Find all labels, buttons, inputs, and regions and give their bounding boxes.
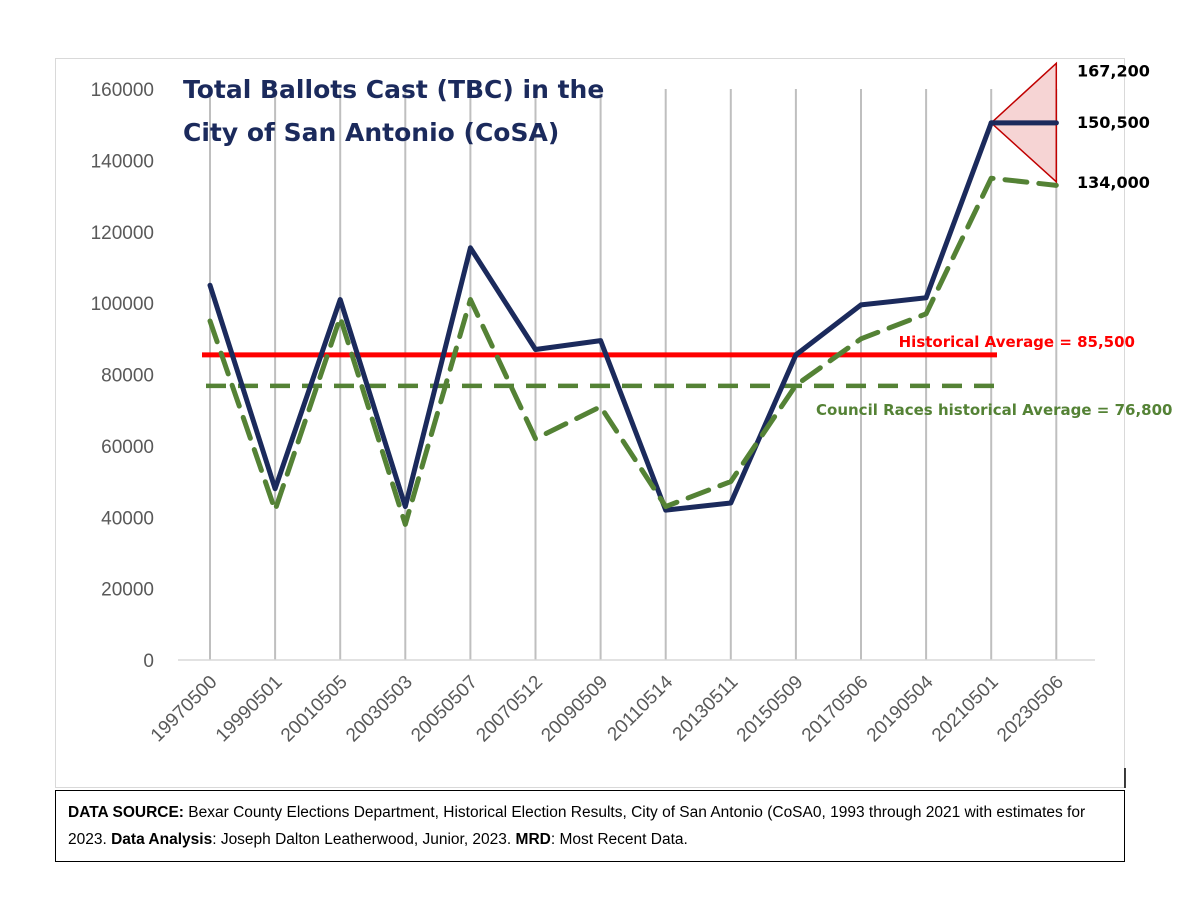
x-tick-label: 19970500: [147, 672, 222, 747]
x-tick-label: 20170506: [798, 672, 873, 747]
reference-lines-layer: [202, 352, 997, 389]
council-races-line: [207, 175, 1059, 527]
chart-frame: [55, 58, 1125, 788]
x-tick-label: 19990501: [212, 672, 287, 747]
y-tick-label: 140000: [91, 151, 154, 172]
x-tick-label: 20010505: [277, 672, 352, 747]
source-note: DATA SOURCE: Bexar County Elections Depa…: [55, 790, 1125, 862]
x-tick-label: 20090509: [538, 672, 613, 747]
chart-title-line-2: City of San Antonio (CoSA): [183, 118, 560, 147]
source-label: DATA SOURCE:: [68, 804, 184, 821]
series-layer: [207, 120, 1059, 527]
x-tick-label: 20050507: [407, 672, 482, 747]
y-tick-label: 40000: [101, 508, 154, 529]
forecast-low-label: 134,000: [1077, 173, 1150, 192]
x-tick-label: 20110514: [604, 671, 678, 745]
analysis-label: Data Analysis: [111, 831, 213, 848]
y-tick-label: 160000: [91, 80, 154, 101]
chart-title-line-1: Total Ballots Cast (TBC) in the: [183, 75, 605, 104]
grid-layer: [209, 89, 1058, 660]
forecast-layer: [988, 61, 1059, 184]
y-tick-label: 120000: [91, 223, 154, 244]
y-tick-label: 80000: [101, 366, 154, 387]
x-tick-label: 20070512: [472, 672, 547, 747]
y-tick-label: 60000: [101, 437, 154, 458]
x-tick-label: 20190504: [863, 671, 938, 746]
y-tick-label: 0: [143, 651, 154, 672]
mrd-text: : Most Recent Data.: [550, 831, 688, 848]
historical-average-label: Historical Average = 85,500: [899, 333, 1135, 351]
annotation-layer: 167,200 150,500 134,000 Historical Average …: [816, 61, 1172, 419]
analysis-text: : Joseph Dalton Leatherwood, Junior, 202…: [212, 831, 516, 848]
forecast-mid-label: 150,500: [1077, 113, 1150, 132]
total-ballots-line: [207, 120, 1059, 513]
chart-title: Total Ballots Cast (TBC) in the City of …: [183, 68, 604, 154]
x-tick-label: 20150509: [733, 672, 808, 747]
x-tick-label: 20130511: [669, 672, 743, 746]
source-text: Bexar County Elections Department, Histo…: [68, 804, 1086, 848]
x-tick-label: 20030503: [342, 672, 417, 747]
council-average-label: Council Races historical Average = 76,80…: [816, 401, 1172, 419]
x-tick-label: 20230506: [993, 672, 1068, 747]
y-tick-label: 100000: [91, 294, 154, 315]
forecast-high-label: 167,200: [1077, 61, 1150, 80]
x-tick-label: 20210501: [928, 672, 1003, 747]
mrd-label: MRD: [515, 831, 551, 848]
y-tick-label: 20000: [101, 580, 154, 601]
